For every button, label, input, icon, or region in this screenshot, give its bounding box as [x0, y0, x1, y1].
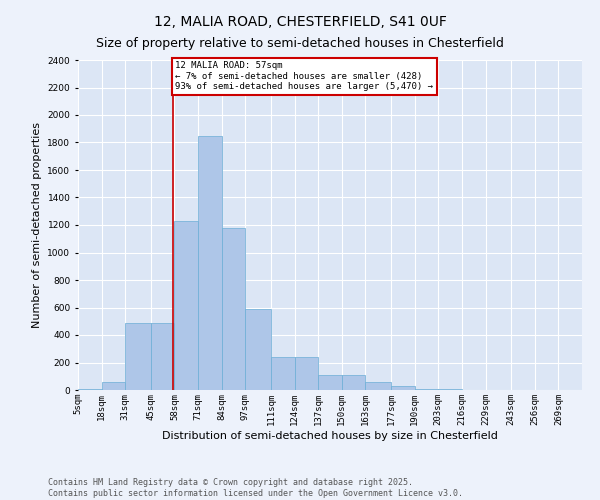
Bar: [101, 382, 125, 390]
Bar: [391, 386, 415, 390]
Bar: [151, 322, 175, 390]
Text: Contains HM Land Registry data © Crown copyright and database right 2025.
Contai: Contains HM Land Registry data © Crown c…: [48, 478, 463, 498]
Text: Size of property relative to semi-detached houses in Chesterfield: Size of property relative to semi-detach…: [96, 38, 504, 51]
X-axis label: Distribution of semi-detached houses by size in Chesterfield: Distribution of semi-detached houses by …: [162, 430, 498, 440]
Bar: [271, 357, 295, 390]
Bar: [342, 375, 365, 390]
Bar: [222, 228, 245, 390]
Bar: [125, 322, 151, 390]
Text: 12 MALIA ROAD: 57sqm
← 7% of semi-detached houses are smaller (428)
93% of semi-: 12 MALIA ROAD: 57sqm ← 7% of semi-detach…: [175, 62, 433, 91]
Bar: [245, 309, 271, 390]
Y-axis label: Number of semi-detached properties: Number of semi-detached properties: [32, 122, 42, 328]
Bar: [365, 382, 391, 390]
Bar: [318, 375, 342, 390]
Bar: [295, 357, 318, 390]
Bar: [198, 136, 222, 390]
Text: 12, MALIA ROAD, CHESTERFIELD, S41 0UF: 12, MALIA ROAD, CHESTERFIELD, S41 0UF: [154, 15, 446, 29]
Bar: [175, 221, 198, 390]
